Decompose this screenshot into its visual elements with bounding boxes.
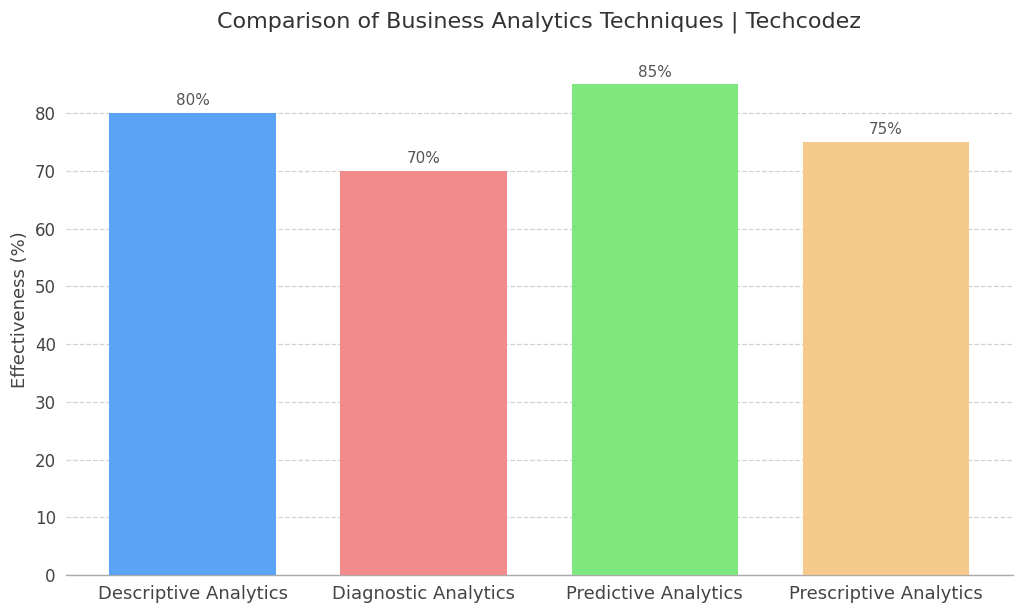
Bar (571, 84, 738, 575)
Text: 85%: 85% (638, 64, 672, 80)
Text: 80%: 80% (176, 93, 210, 109)
Bar (110, 113, 275, 575)
Y-axis label: Effectiveness (%): Effectiveness (%) (11, 231, 29, 388)
Bar (803, 142, 969, 575)
Bar (341, 171, 507, 575)
Text: 70%: 70% (407, 151, 440, 166)
Text: 75%: 75% (869, 122, 903, 138)
Title: Comparison of Business Analytics Techniques | Techcodez: Comparison of Business Analytics Techniq… (217, 11, 861, 33)
